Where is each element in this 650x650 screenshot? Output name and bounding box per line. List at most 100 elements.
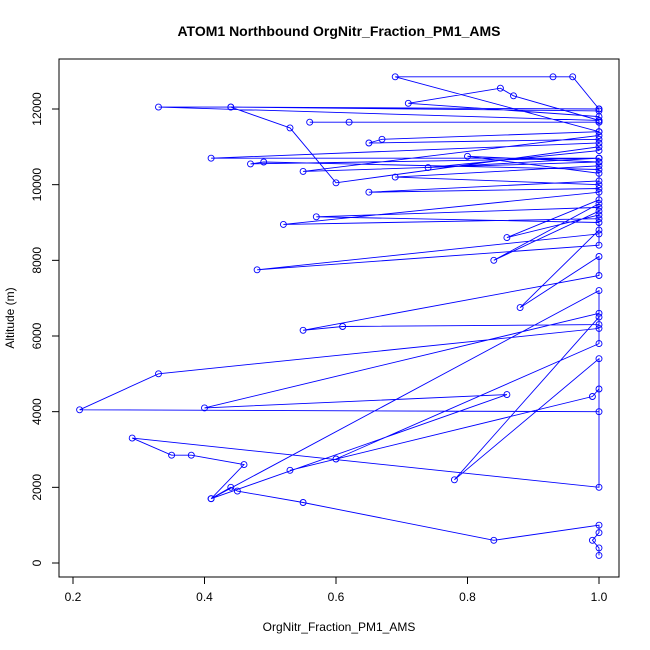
- y-axis-label: Altitude (m): [3, 287, 17, 348]
- data-point: [391, 73, 399, 81]
- data-point: [155, 370, 162, 378]
- chart-title: ATOM1 Northbound OrgNitr_Fraction_PM1_AM…: [177, 23, 500, 39]
- data-point: [549, 73, 557, 81]
- y-tick-label: 2000: [30, 474, 44, 501]
- data-point: [464, 152, 471, 160]
- data-point: [516, 304, 524, 312]
- data-point: [279, 220, 287, 228]
- data-point: [378, 135, 386, 143]
- data-point: [595, 408, 603, 416]
- data-point: [286, 124, 294, 132]
- data-point: [595, 188, 603, 196]
- data-point: [595, 313, 603, 321]
- data-point: [312, 213, 320, 221]
- data-point: [207, 154, 215, 162]
- data-point: [595, 116, 603, 124]
- data-point: [595, 551, 603, 559]
- y-tick-label: 12000: [30, 92, 44, 126]
- data-point: [595, 219, 603, 226]
- data-point: [450, 476, 458, 484]
- data-point: [306, 118, 314, 126]
- x-tick-label: 0.8: [459, 590, 476, 604]
- data-point: [595, 203, 603, 211]
- data-point: [253, 266, 261, 274]
- data-point: [595, 147, 603, 155]
- data-point: [595, 521, 603, 529]
- data-point: [365, 188, 373, 196]
- data-point: [595, 135, 603, 143]
- data-point: [155, 103, 162, 111]
- data-point: [595, 181, 603, 189]
- data-point: [227, 483, 235, 491]
- data-point: [595, 226, 603, 234]
- data-point: [569, 73, 577, 81]
- data-point: [503, 391, 511, 399]
- data-point: [404, 99, 412, 107]
- data-point: [128, 434, 136, 442]
- data-point: [227, 103, 235, 111]
- data-point: [332, 179, 340, 187]
- x-tick-label: 0.4: [196, 590, 213, 604]
- data-point: [595, 139, 603, 147]
- data-point: [595, 340, 603, 348]
- data-point: [595, 143, 603, 151]
- data-point: [595, 483, 603, 491]
- y-tick-label: 0: [30, 559, 44, 566]
- data-point: [595, 253, 603, 260]
- data-point: [595, 162, 603, 170]
- data-point: [595, 200, 603, 208]
- data-point: [299, 499, 307, 506]
- data-point: [595, 105, 603, 113]
- data-point: [595, 158, 603, 166]
- data-point: [595, 154, 603, 162]
- x-tick-label: 0.2: [65, 590, 82, 604]
- data-point: [391, 173, 399, 181]
- data-point: [345, 118, 353, 126]
- data-point: [595, 113, 603, 121]
- data-point: [233, 487, 241, 495]
- data-point: [595, 196, 603, 204]
- y-tick-label: 6000: [30, 322, 44, 349]
- data-point: [588, 393, 596, 400]
- data-point: [595, 211, 603, 219]
- data-points: [76, 73, 603, 559]
- data-point: [168, 451, 176, 459]
- data-point: [332, 455, 340, 463]
- data-point: [240, 461, 248, 469]
- data-point: [595, 215, 603, 223]
- data-point: [595, 544, 603, 552]
- data-point: [299, 167, 307, 175]
- data-point: [424, 164, 432, 172]
- data-point: [595, 355, 603, 363]
- data-point: [595, 207, 603, 215]
- data-point: [339, 323, 347, 330]
- plot-frame: [58, 58, 620, 578]
- data-point: [595, 309, 603, 317]
- data-point: [299, 326, 307, 334]
- y-tick-label: 4000: [30, 398, 44, 425]
- data-point: [595, 321, 603, 329]
- y-tick-label: 10000: [30, 168, 44, 202]
- data-point: [247, 160, 254, 168]
- data-point: [595, 132, 603, 139]
- x-axis: 0.2 0.4 0.6 0.8 1.0: [65, 576, 608, 604]
- data-point: [201, 404, 208, 412]
- data-point: [490, 536, 498, 544]
- data-point: [595, 241, 603, 249]
- data-point: [595, 166, 603, 173]
- data-point: [76, 406, 84, 414]
- data-point: [207, 495, 215, 503]
- y-tick-label: 8000: [30, 247, 44, 274]
- data-point: [260, 158, 268, 166]
- data-point: [595, 128, 603, 136]
- data-point: [595, 169, 603, 177]
- data-point: [365, 139, 373, 147]
- data-point: [187, 451, 195, 459]
- data-point: [595, 529, 603, 537]
- y-axis: 0 2000 4000 6000 8000 10000 12000: [30, 92, 60, 566]
- data-point: [595, 230, 603, 238]
- data-point: [286, 466, 294, 474]
- data-point: [496, 84, 504, 92]
- data-point: [595, 324, 603, 332]
